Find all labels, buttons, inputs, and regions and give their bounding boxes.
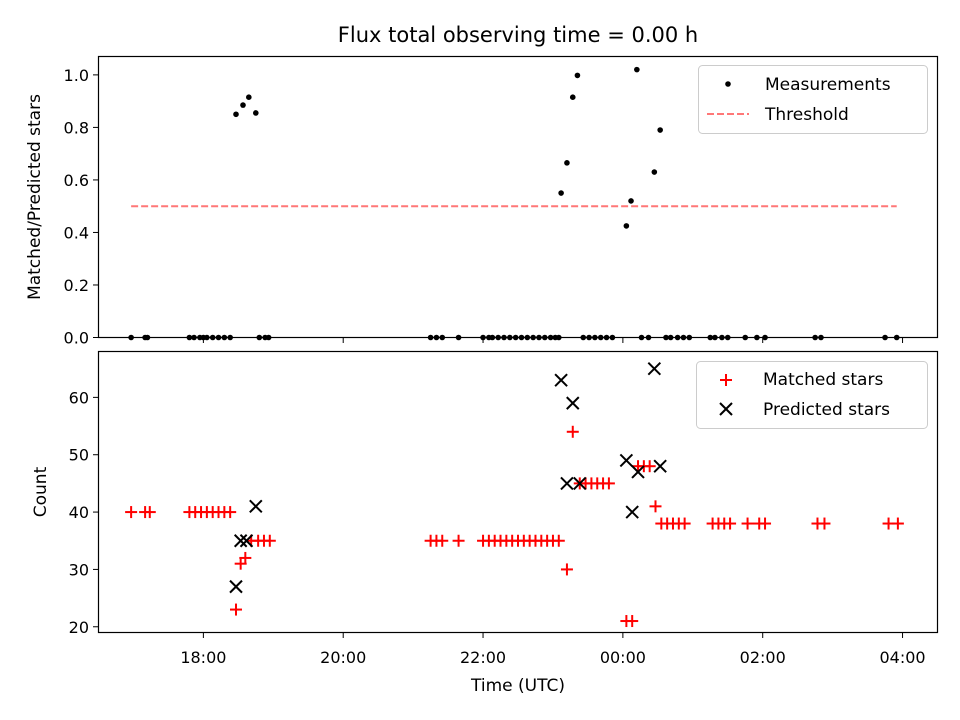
- top-y-ticks: 0.0 0.2 0.4 0.6 0.8 1.0: [64, 66, 99, 348]
- matched-star-point: [239, 551, 252, 564]
- y-tick-label: 0.0: [64, 329, 89, 348]
- predicted-star-point: [560, 476, 574, 491]
- y-tick-label: 1.0: [64, 66, 89, 85]
- matched-star-point: [552, 534, 565, 547]
- legend-matched-label: Matched stars: [763, 370, 883, 390]
- bottom-data-marks: [125, 361, 904, 628]
- matched-star-point: [818, 517, 831, 530]
- x-tick-label: 20:00: [320, 648, 366, 667]
- bottom-y-ticks: 20 30 40 50 60: [69, 388, 99, 637]
- matched-star-point: [143, 506, 156, 519]
- top-x-ticks: [202, 337, 904, 343]
- predicted-star-point: [233, 534, 248, 548]
- measurement-point: [564, 160, 570, 166]
- matched-star-point: [230, 603, 243, 616]
- y-tick-label: 0.6: [64, 171, 89, 190]
- y-tick-label: 0.4: [64, 223, 89, 242]
- top-y-axis-label: Matched/Predicted stars: [25, 94, 45, 300]
- matched-star-point: [452, 534, 465, 547]
- measurement-point: [623, 223, 630, 229]
- predicted-star-point: [619, 453, 634, 468]
- matched-star-point: [125, 506, 138, 519]
- predicted-star-point: [249, 499, 263, 514]
- top-legend-frame: [698, 65, 928, 134]
- measurement-point: [657, 127, 663, 133]
- matched-star-point: [891, 517, 904, 530]
- x-axis-label: Time (UTC): [470, 676, 565, 696]
- measurement-point: [574, 72, 581, 79]
- predicted-star-point: [573, 476, 587, 491]
- matched-star-point: [263, 534, 276, 547]
- measurement-point: [246, 94, 252, 101]
- legend-matched-marker: [720, 374, 732, 386]
- predicted-star-point: [653, 459, 667, 473]
- matched-star-point: [224, 506, 237, 519]
- bottom-axes-frame: [97, 350, 939, 634]
- predicted-star-point: [647, 361, 662, 376]
- bottom-x-ticks: 18:00 20:00 22:00 00:00 02:00 04:00: [180, 632, 926, 667]
- matched-star-point: [436, 534, 449, 547]
- matched-star-point: [560, 563, 573, 576]
- measurement-point: [233, 111, 239, 118]
- y-tick-label: 0.2: [64, 276, 89, 295]
- y-tick-label: 50: [69, 446, 89, 465]
- matched-star-point: [602, 477, 615, 490]
- bottom-y-axis-label: Count: [31, 466, 51, 517]
- measurement-point: [634, 66, 640, 73]
- legend-measurements-label: Measurements: [765, 75, 891, 95]
- y-tick-label: 40: [69, 503, 89, 522]
- chart-title: Flux total observing time = 0.00 h: [338, 23, 698, 47]
- predicted-star-point: [631, 465, 645, 479]
- y-tick-label: 60: [69, 388, 89, 407]
- x-tick-label: 02:00: [740, 648, 786, 667]
- legend-predicted-marker: [719, 402, 733, 416]
- measurement-point: [569, 94, 576, 101]
- x-tick-label: 04:00: [879, 648, 925, 667]
- measurement-point: [628, 198, 634, 204]
- predicted-star-point: [554, 373, 568, 387]
- bottom-legend: Matched stars Predicted stars: [696, 361, 928, 429]
- y-tick-label: 0.8: [64, 118, 89, 137]
- measurement-point: [253, 110, 259, 116]
- x-tick-label: 22:00: [460, 648, 506, 667]
- x-tick-label: 00:00: [600, 648, 646, 667]
- matched-star-point: [649, 500, 662, 513]
- predicted-star-point: [625, 505, 639, 519]
- measurement-point: [558, 190, 564, 196]
- top-legend: Measurements Threshold: [698, 65, 928, 134]
- predicted-star-point: [239, 534, 254, 548]
- measurement-point: [651, 169, 658, 175]
- predicted-star-point: [229, 579, 243, 594]
- matched-star-point: [643, 460, 656, 473]
- x-tick-label: 18:00: [180, 648, 226, 667]
- y-tick-label: 30: [69, 560, 89, 579]
- matched-star-point: [626, 615, 639, 628]
- measurement-point: [240, 102, 246, 108]
- top-panel: 0.0 0.2 0.4 0.6 0.8 1.0 Matched/Predicted sta…: [25, 55, 939, 348]
- matched-star-point: [741, 517, 754, 530]
- top-axes-frame: [97, 55, 939, 339]
- matched-star-point: [566, 425, 579, 438]
- matched-star-point: [724, 517, 737, 530]
- y-tick-label: 20: [69, 618, 89, 637]
- predicted-star-point: [566, 396, 580, 410]
- legend-predicted-label: Predicted stars: [763, 400, 890, 420]
- bottom-panel: 20 30 40 50 60 18:00 20:00 22:00 00:00 02:00 04:0…: [31, 350, 939, 696]
- legend-measurements-marker: [725, 81, 731, 87]
- legend-threshold-label: Threshold: [764, 105, 849, 125]
- matched-star-point: [678, 517, 691, 530]
- matched-star-point: [759, 517, 772, 530]
- bottom-legend-frame: [696, 361, 928, 429]
